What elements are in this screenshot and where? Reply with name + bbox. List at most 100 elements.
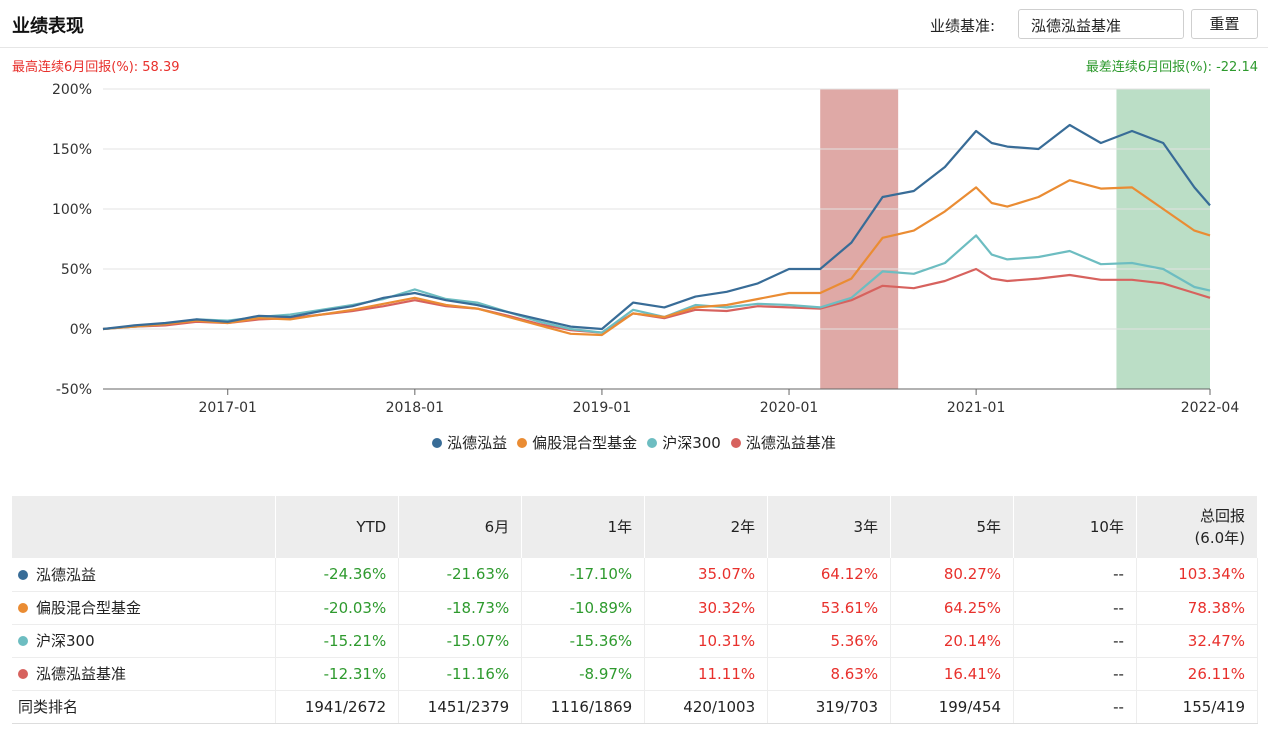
x-tick-label: 2019-01 (573, 400, 632, 416)
table-header-row: YTD 6月 1年 2年 3年 5年 10年 总回报 (6.0年) (12, 496, 1259, 558)
header-6m: 6月 (398, 496, 523, 558)
table-cell: -- (1013, 624, 1137, 658)
chart-legend: 泓德泓益 偏股混合型基金 沪深300 泓德泓益基准 (0, 432, 1268, 453)
x-tick-label: 2018-01 (386, 400, 445, 416)
rank-cell: 1116/1869 (521, 690, 646, 724)
best-6m-return: 最高连续6月回报(%): 58.39 (12, 60, 180, 75)
legend-dot-icon (730, 438, 741, 448)
series-line (102, 234, 1211, 334)
legend-dot-icon (647, 438, 658, 448)
header-10y: 10年 (1013, 496, 1137, 558)
table-cell: 103.34% (1136, 558, 1259, 592)
table-cell: -20.03% (275, 591, 400, 625)
x-tick-label: 2021-01 (947, 400, 1006, 416)
row-name-label: 泓德泓益 (36, 565, 97, 584)
legend-item[interactable]: 泓德泓益 (432, 432, 507, 453)
x-tick-label: 2017-01 (198, 400, 257, 416)
header-ytd: YTD (275, 496, 400, 558)
table-cell: 10.31% (644, 624, 769, 658)
rank-cell: -- (1013, 690, 1137, 724)
table-cell: -- (1013, 657, 1137, 691)
highlight-band (1116, 89, 1210, 389)
series-line (102, 267, 1211, 334)
benchmark-label: 业绩基准: (930, 17, 996, 35)
y-tick-label: 0% (70, 322, 92, 338)
row-name: 沪深300 (12, 624, 277, 658)
table-cell: 64.25% (890, 591, 1015, 625)
rank-cell: 199/454 (890, 690, 1015, 724)
row-name-label: 泓德泓益基准 (36, 665, 127, 683)
table-cell: -15.36% (521, 624, 646, 658)
table-cell: -15.07% (398, 624, 523, 658)
header-3y: 3年 (767, 496, 892, 558)
rank-cell: 1451/2379 (398, 690, 523, 724)
legend-label: 泓德泓益 (447, 434, 508, 452)
section-header: 业绩表现 业绩基准: 泓德泓益基准 重置 (0, 0, 1268, 48)
legend-dot-icon (517, 438, 528, 448)
series-dot-icon (18, 669, 28, 679)
table-cell: 78.38% (1136, 591, 1259, 625)
table-row: 泓德泓益基准 -12.31% -11.16% -8.97% 11.11% 8.63% 16.… (12, 657, 1259, 691)
row-name: 偏股混合型基金 (12, 591, 277, 625)
worst-6m-return: 最差连续6月回报(%): -22.14 (1085, 60, 1258, 75)
rank-row: 同类排名 1941/2672 1451/2379 1116/1869 420/1003 3… (12, 690, 1259, 724)
rank-cell: 1941/2672 (275, 690, 400, 724)
rank-cell: 319/703 (767, 690, 892, 724)
x-tick-label: 2022-04 (1181, 400, 1240, 416)
table-cell: -17.10% (521, 558, 646, 592)
y-tick-label: -50% (56, 382, 92, 398)
table-cell: 32.47% (1136, 624, 1259, 658)
x-tick-label: 2020-01 (760, 400, 819, 416)
row-name: 泓德泓益基准 (12, 657, 277, 691)
highlight-band (820, 89, 899, 389)
section-title: 业绩表现 (12, 16, 84, 37)
table-cell: -8.97% (521, 657, 646, 691)
series-line (102, 179, 1211, 337)
table-cell: 16.41% (890, 657, 1015, 691)
benchmark-input[interactable]: 泓德泓益基准 (1018, 9, 1184, 39)
table-row: 偏股混合型基金 -20.03% -18.73% -10.89% 30.32% 53.61%… (12, 591, 1259, 625)
performance-chart[interactable]: 200% 150% 100% 50% 0% -50% 2017-01 2018-01 2019-… (0, 74, 1268, 419)
legend-dot-icon (432, 438, 443, 448)
table-cell: 30.32% (644, 591, 769, 625)
row-name-label: 沪深300 (36, 632, 95, 650)
legend-label: 偏股混合型基金 (532, 434, 638, 452)
table-cell: 11.11% (644, 657, 769, 691)
legend-item[interactable]: 偏股混合型基金 (517, 432, 637, 453)
header-name (12, 496, 277, 558)
rank-label: 同类排名 (12, 690, 277, 724)
table-cell: -18.73% (398, 591, 523, 625)
table-cell: -11.16% (398, 657, 523, 691)
table-cell: -- (1013, 558, 1137, 592)
legend-item[interactable]: 沪深300 (647, 432, 721, 453)
table-cell: -24.36% (275, 558, 400, 592)
table-cell: 5.36% (767, 624, 892, 658)
rank-cell: 420/1003 (644, 690, 769, 724)
header-total-sub: (6.0年) (1194, 529, 1245, 547)
row-name: 泓德泓益 (12, 558, 277, 592)
table-cell: 64.12% (767, 558, 892, 592)
series-line (102, 123, 1211, 331)
rank-cell: 155/419 (1136, 690, 1259, 724)
series-dot-icon (18, 569, 28, 580)
table-cell: 8.63% (767, 657, 892, 691)
header-2y: 2年 (644, 496, 769, 558)
table-cell: 26.11% (1136, 657, 1259, 691)
series-dot-icon (18, 636, 28, 646)
table-cell: 80.27% (890, 558, 1015, 592)
table-cell: -10.89% (521, 591, 646, 625)
performance-table: YTD 6月 1年 2年 3年 5年 10年 总回报 (6.0年) 泓德泓益 -24… (12, 496, 1259, 724)
table-cell: -21.63% (398, 558, 523, 592)
legend-label: 泓德泓益基准 (745, 434, 836, 452)
table-cell: -- (1013, 591, 1137, 625)
reset-button[interactable]: 重置 (1191, 9, 1258, 39)
row-name-label: 偏股混合型基金 (36, 599, 142, 617)
header-total: 总回报 (6.0年) (1136, 496, 1259, 558)
table-cell: -12.31% (275, 657, 400, 691)
table-cell: -15.21% (275, 624, 400, 658)
header-5y: 5年 (890, 496, 1015, 558)
table-cell: 53.61% (767, 591, 892, 625)
legend-item[interactable]: 泓德泓益基准 (730, 432, 836, 453)
y-tick-label: 200% (52, 82, 92, 98)
table-row: 沪深300 -15.21% -15.07% -15.36% 10.31% 5.36% 20.… (12, 624, 1259, 658)
